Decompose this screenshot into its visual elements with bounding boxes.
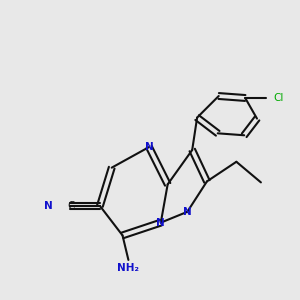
Text: NH₂: NH₂ [117,263,140,273]
Text: Cl: Cl [273,93,284,103]
Text: N: N [183,207,192,217]
Text: N: N [156,218,165,228]
Text: N: N [145,142,153,152]
Text: C: C [67,201,75,211]
Text: N: N [44,201,53,211]
